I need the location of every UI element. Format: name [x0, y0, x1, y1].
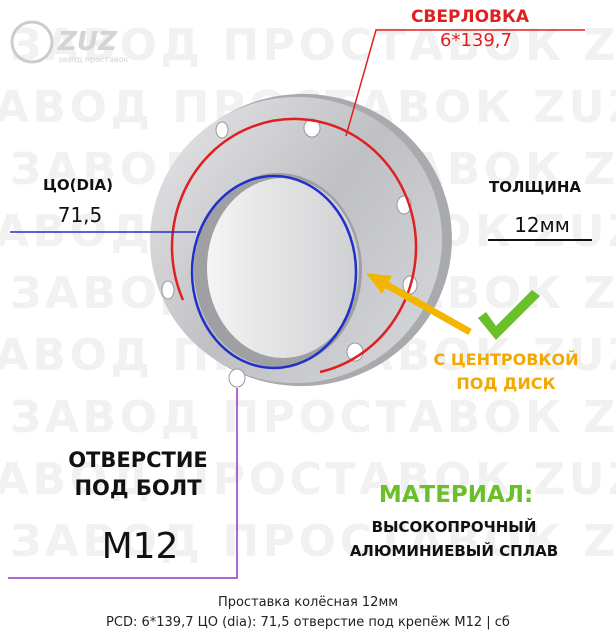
spacer-image: [150, 93, 452, 388]
bolt-value: M12: [102, 526, 179, 567]
drilling-label: СВЕРЛОВКА: [411, 7, 530, 27]
bolt-line2: ПОД БОЛТ: [74, 476, 202, 500]
watermark-text: ЗАВОД ПРОСТАВОК ZUZ: [10, 392, 616, 443]
bore-label: ЦО(DIA): [43, 176, 113, 194]
material-line2: АЛЮМИНИЕВЫЙ СПЛАВ: [350, 541, 558, 560]
caption-line2: PCD: 6*139,7 ЦО (dia): 71,5 отверстие по…: [106, 615, 510, 630]
check-icon: [478, 290, 540, 340]
centering-line1: С ЦЕНТРОВКОЙ: [434, 350, 579, 369]
caption-line1: Проставка колёсная 12мм: [218, 595, 398, 610]
thickness-label: ТОЛЩИНА: [489, 178, 581, 196]
arrow: [376, 276, 472, 336]
bolt-leader: [8, 388, 238, 579]
logo-brand: ZUZ: [57, 27, 118, 57]
drilling-value: 6*139,7: [440, 30, 512, 51]
material-line1: ВЫСОКОПРОЧНЫЙ: [372, 517, 537, 536]
arrow-head: [366, 273, 392, 294]
bore-value: 71,5: [58, 203, 103, 227]
material-label: МАТЕРИАЛ:: [379, 482, 533, 508]
thickness-value: 12мм: [514, 213, 570, 237]
drilling-leader: [345, 29, 585, 137]
centering-line2: ПОД ДИСК: [456, 374, 555, 393]
bolt-line1: ОТВЕРСТИЕ: [68, 448, 208, 472]
watermark-text: ЗАВОД ПРОСТАВОК ZUZ: [10, 20, 616, 71]
watermark-text: ЗАВОД ПРОСТАВОК ZUZ: [10, 516, 616, 567]
logo-icon: [10, 20, 54, 64]
logo-tagline: завод проставок: [58, 55, 129, 64]
